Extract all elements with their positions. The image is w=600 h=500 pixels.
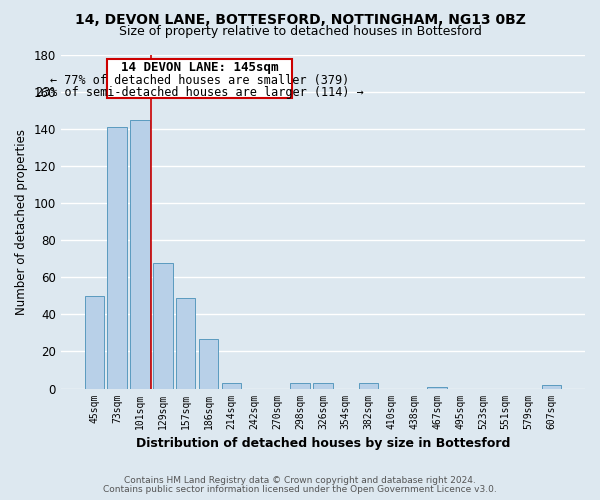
Bar [85,296,104,388]
Bar [153,262,173,388]
Bar [359,383,379,388]
Text: 23% of semi-detached houses are larger (114) →: 23% of semi-detached houses are larger (… [35,86,364,98]
Bar [427,386,447,388]
Text: Contains public sector information licensed under the Open Government Licence v3: Contains public sector information licen… [103,485,497,494]
FancyBboxPatch shape [107,58,292,98]
Text: Size of property relative to detached houses in Bottesford: Size of property relative to detached ho… [119,25,481,38]
Bar [199,338,218,388]
Bar [313,383,332,388]
Bar [176,298,196,388]
Text: Contains HM Land Registry data © Crown copyright and database right 2024.: Contains HM Land Registry data © Crown c… [124,476,476,485]
Text: ← 77% of detached houses are smaller (379): ← 77% of detached houses are smaller (37… [50,74,349,86]
Bar [130,120,150,388]
Bar [290,383,310,388]
Bar [107,128,127,388]
Bar [222,383,241,388]
Text: 14 DEVON LANE: 145sqm: 14 DEVON LANE: 145sqm [121,62,278,74]
Y-axis label: Number of detached properties: Number of detached properties [15,129,28,315]
Bar [542,385,561,388]
X-axis label: Distribution of detached houses by size in Bottesford: Distribution of detached houses by size … [136,437,510,450]
Text: 14, DEVON LANE, BOTTESFORD, NOTTINGHAM, NG13 0BZ: 14, DEVON LANE, BOTTESFORD, NOTTINGHAM, … [74,12,526,26]
